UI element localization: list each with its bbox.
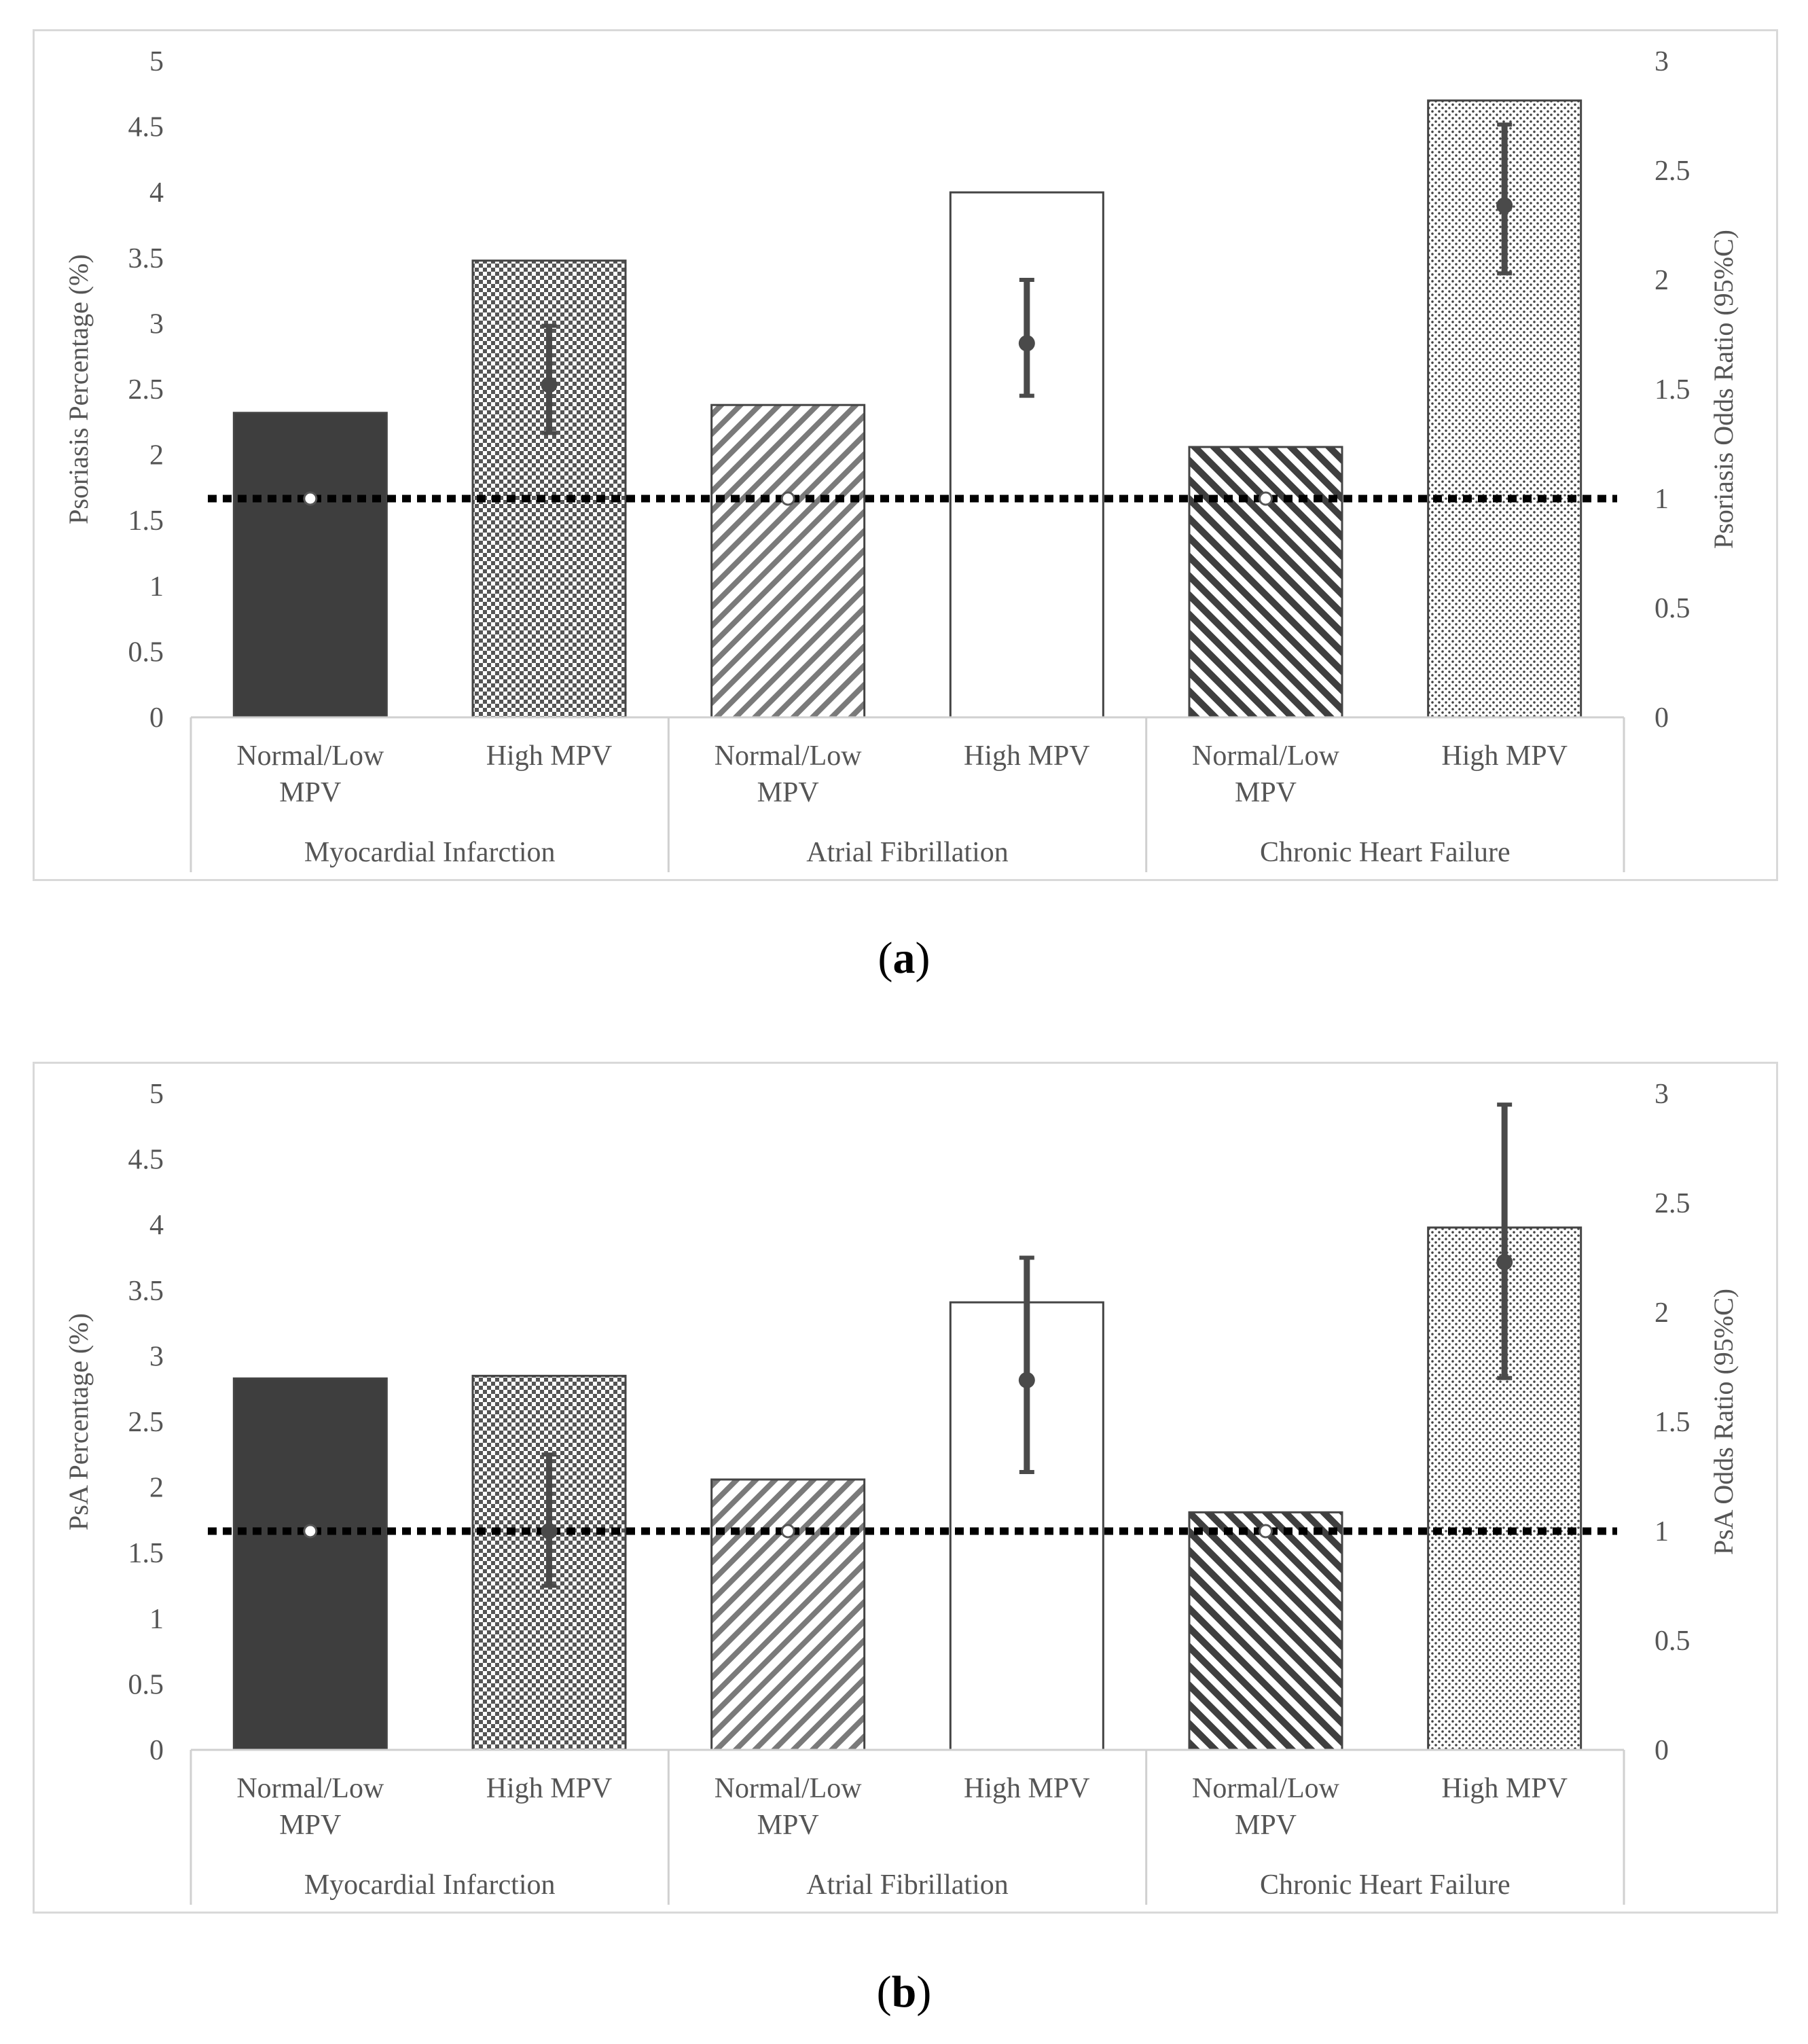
right-tick-label: 1 bbox=[1655, 1516, 1669, 1547]
odds-ratio-point bbox=[1018, 335, 1035, 352]
group-label: Myocardial Infarction bbox=[304, 1869, 556, 1901]
right-axis-title: Psoriasis Odds Ratio (95%C) bbox=[1708, 230, 1739, 549]
category-label: High MPV bbox=[964, 740, 1090, 772]
category-label: High MPV bbox=[1441, 740, 1568, 772]
category-label: Normal/Low bbox=[1192, 740, 1340, 772]
left-axis-title: Psoriasis Percentage (%) bbox=[63, 254, 94, 524]
left-tick-label: 3 bbox=[149, 1341, 164, 1372]
bar bbox=[1188, 446, 1343, 719]
right-tick-label: 1.5 bbox=[1655, 374, 1691, 406]
right-tick-label: 2 bbox=[1655, 1297, 1669, 1329]
left-tick-label: 1.5 bbox=[128, 1538, 164, 1569]
left-tick-label: 4 bbox=[149, 1210, 164, 1241]
category-label: Normal/Low bbox=[715, 740, 863, 772]
left-tick-label: 4.5 bbox=[128, 112, 164, 143]
reference-point bbox=[1259, 491, 1273, 506]
right-tick-label: 2.5 bbox=[1655, 156, 1691, 187]
bar bbox=[1188, 1511, 1343, 1751]
reference-point bbox=[303, 491, 318, 506]
category-label: High MPV bbox=[1441, 1773, 1568, 1804]
category-label: MPV bbox=[1235, 777, 1297, 808]
category-label: MPV bbox=[757, 777, 819, 808]
group-label: Chronic Heart Failure bbox=[1260, 837, 1511, 868]
right-tick-label: 1 bbox=[1655, 484, 1669, 515]
category-label: High MPV bbox=[486, 1773, 613, 1804]
group-label: Chronic Heart Failure bbox=[1260, 1869, 1511, 1901]
left-tick-label: 4 bbox=[149, 177, 164, 209]
chart-panel-b: 0 0.5 1 1.5 2 2.5 3 3.5 4 4.5 5 0 0.5 1 1.5 2 2.5 3 PsA Pe… bbox=[33, 1062, 1778, 1914]
category-label: MPV bbox=[1235, 1810, 1297, 1841]
odds-ratio-point bbox=[1496, 1253, 1513, 1270]
odds-ratio-point bbox=[541, 376, 558, 393]
group-label: Atrial Fibrillation bbox=[806, 1869, 1008, 1901]
right-tick-label: 2 bbox=[1655, 265, 1669, 296]
left-tick-label: 0 bbox=[149, 702, 164, 734]
left-axis-title: PsA Percentage (%) bbox=[63, 1313, 94, 1530]
category-label: MPV bbox=[279, 777, 341, 808]
reference-point bbox=[303, 1524, 318, 1539]
left-tick-label: 2.5 bbox=[128, 1407, 164, 1438]
left-tick-label: 5 bbox=[149, 46, 164, 77]
left-tick-label: 4.5 bbox=[128, 1145, 164, 1176]
group-label: Myocardial Infarction bbox=[304, 837, 556, 868]
right-tick-label: 0.5 bbox=[1655, 593, 1691, 624]
panel-caption-b: (b) bbox=[876, 1967, 932, 2017]
panel-caption-a: (a) bbox=[878, 933, 930, 983]
reference-point bbox=[1259, 1524, 1273, 1539]
category-label: Normal/Low bbox=[236, 1773, 384, 1804]
bar bbox=[232, 1377, 388, 1751]
bar bbox=[232, 412, 388, 719]
left-tick-label: 1.5 bbox=[128, 505, 164, 537]
category-label: Normal/Low bbox=[715, 1773, 863, 1804]
category-label: MPV bbox=[279, 1810, 341, 1841]
reference-point bbox=[780, 1524, 795, 1539]
right-tick-label: 3 bbox=[1655, 1079, 1669, 1110]
left-tick-label: 1 bbox=[149, 571, 164, 603]
left-tick-label: 3.5 bbox=[128, 1276, 164, 1307]
category-label: Normal/Low bbox=[1192, 1773, 1340, 1804]
bar bbox=[949, 191, 1104, 719]
right-tick-label: 0 bbox=[1655, 1735, 1669, 1766]
category-label: MPV bbox=[757, 1810, 819, 1841]
odds-ratio-point bbox=[1018, 1371, 1035, 1388]
left-tick-label: 2 bbox=[149, 1473, 164, 1504]
left-tick-label: 1 bbox=[149, 1604, 164, 1635]
group-label: Atrial Fibrillation bbox=[806, 837, 1008, 868]
left-tick-label: 0.5 bbox=[128, 636, 164, 668]
left-tick-label: 0 bbox=[149, 1735, 164, 1766]
left-tick-label: 0.5 bbox=[128, 1669, 164, 1700]
chart-panel-a: 0 0.5 1 1.5 2 2.5 3 3.5 4 4.5 5 0 0.5 1 1.5 2 2.5 3 Psoria… bbox=[33, 29, 1778, 881]
chart-b-svg: 0 0.5 1 1.5 2 2.5 3 3.5 4 4.5 5 0 0.5 1 1.5 2 2.5 3 PsA Pe… bbox=[63, 1079, 1739, 1905]
category-label: High MPV bbox=[486, 740, 613, 772]
odds-ratio-point bbox=[1496, 197, 1513, 214]
odds-ratio-point bbox=[541, 1523, 558, 1539]
bar bbox=[710, 404, 866, 719]
right-axis-title: PsA Odds Ratio (95%C) bbox=[1708, 1289, 1739, 1555]
left-tick-label: 5 bbox=[149, 1079, 164, 1110]
right-tick-label: 0.5 bbox=[1655, 1626, 1691, 1657]
left-tick-label: 3 bbox=[149, 308, 164, 340]
right-tick-label: 1.5 bbox=[1655, 1407, 1691, 1438]
right-tick-label: 3 bbox=[1655, 46, 1669, 77]
category-label: Normal/Low bbox=[236, 740, 384, 772]
chart-a-svg: 0 0.5 1 1.5 2 2.5 3 3.5 4 4.5 5 0 0.5 1 1.5 2 2.5 3 Psoria… bbox=[63, 46, 1739, 872]
left-tick-label: 2.5 bbox=[128, 374, 164, 406]
right-tick-label: 2.5 bbox=[1655, 1188, 1691, 1219]
bar bbox=[710, 1478, 866, 1751]
left-tick-label: 3.5 bbox=[128, 243, 164, 274]
left-tick-label: 2 bbox=[149, 440, 164, 471]
reference-point bbox=[780, 491, 795, 506]
category-label: High MPV bbox=[964, 1773, 1090, 1804]
right-tick-label: 0 bbox=[1655, 702, 1669, 734]
